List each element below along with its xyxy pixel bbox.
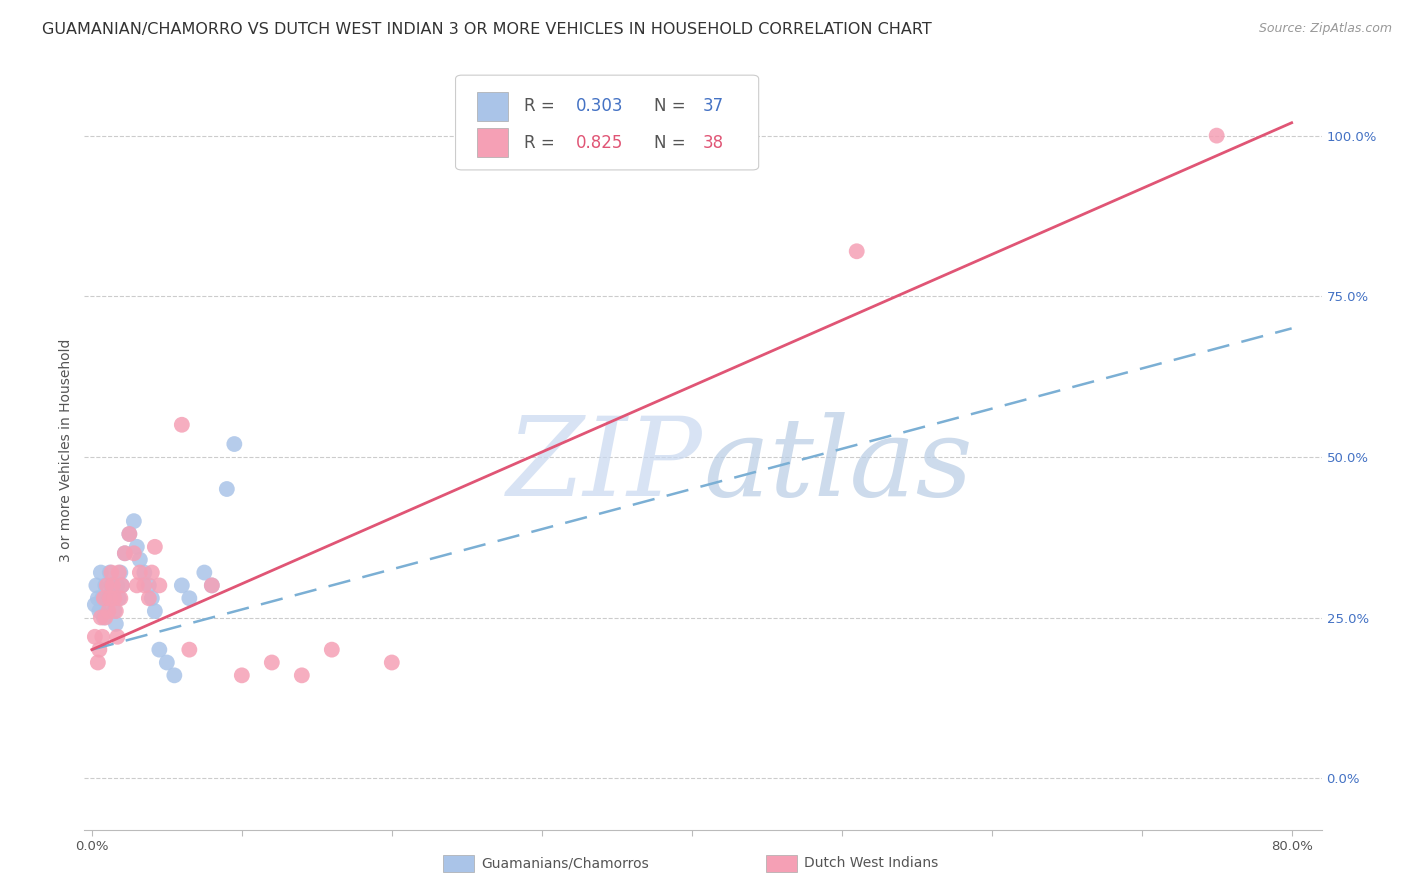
Text: 0.825: 0.825 bbox=[575, 134, 623, 152]
Point bbox=[193, 566, 215, 580]
Point bbox=[260, 656, 283, 670]
Point bbox=[138, 591, 160, 606]
Point bbox=[105, 630, 128, 644]
Point bbox=[89, 642, 111, 657]
Point bbox=[101, 591, 124, 606]
Point bbox=[105, 578, 128, 592]
Point bbox=[97, 591, 120, 606]
Point bbox=[143, 604, 166, 618]
Text: atlas: atlas bbox=[703, 412, 973, 519]
Point bbox=[114, 546, 136, 560]
Point bbox=[103, 604, 125, 618]
Point bbox=[111, 578, 134, 592]
Point bbox=[179, 642, 201, 657]
Point bbox=[143, 540, 166, 554]
Point bbox=[100, 578, 122, 592]
Point bbox=[291, 668, 314, 682]
Point bbox=[110, 566, 132, 580]
Point bbox=[170, 578, 193, 592]
Point bbox=[108, 591, 131, 606]
Point bbox=[101, 578, 124, 592]
Point bbox=[156, 656, 179, 670]
Point bbox=[122, 546, 145, 560]
Point bbox=[148, 642, 170, 657]
Point bbox=[94, 610, 117, 624]
Point bbox=[122, 514, 145, 528]
Point bbox=[141, 591, 163, 606]
Point bbox=[231, 668, 253, 682]
Text: ZIP: ZIP bbox=[508, 412, 703, 519]
Point bbox=[118, 527, 141, 541]
Point bbox=[98, 591, 121, 606]
Point bbox=[321, 642, 343, 657]
Point bbox=[128, 566, 150, 580]
Text: N =: N = bbox=[654, 97, 690, 115]
Point bbox=[91, 591, 114, 606]
Point bbox=[179, 591, 201, 606]
Text: N =: N = bbox=[654, 134, 690, 152]
Point bbox=[91, 630, 114, 644]
Point bbox=[845, 244, 868, 259]
Point bbox=[125, 540, 148, 554]
Point bbox=[98, 566, 121, 580]
FancyBboxPatch shape bbox=[456, 75, 759, 170]
Y-axis label: 3 or more Vehicles in Household: 3 or more Vehicles in Household bbox=[59, 339, 73, 562]
Point bbox=[83, 630, 105, 644]
Point bbox=[201, 578, 224, 592]
Text: 37: 37 bbox=[703, 97, 724, 115]
Point bbox=[86, 578, 108, 592]
Text: Guamanians/Chamorros: Guamanians/Chamorros bbox=[481, 856, 648, 871]
Text: 0.303: 0.303 bbox=[575, 97, 623, 115]
Point bbox=[111, 578, 134, 592]
Point bbox=[104, 616, 127, 631]
Point bbox=[83, 598, 105, 612]
Point bbox=[97, 604, 120, 618]
Point bbox=[224, 437, 246, 451]
Point bbox=[90, 566, 112, 580]
Point bbox=[215, 482, 238, 496]
Text: 38: 38 bbox=[703, 134, 724, 152]
Point bbox=[87, 591, 110, 606]
Point bbox=[134, 566, 156, 580]
Text: R =: R = bbox=[523, 134, 560, 152]
Point bbox=[1205, 128, 1227, 143]
Point bbox=[134, 578, 156, 592]
Text: GUAMANIAN/CHAMORRO VS DUTCH WEST INDIAN 3 OR MORE VEHICLES IN HOUSEHOLD CORRELAT: GUAMANIAN/CHAMORRO VS DUTCH WEST INDIAN … bbox=[42, 22, 932, 37]
Point bbox=[90, 610, 112, 624]
FancyBboxPatch shape bbox=[477, 92, 508, 120]
Point bbox=[94, 578, 117, 592]
Point bbox=[163, 668, 186, 682]
Point bbox=[93, 610, 115, 624]
Point bbox=[381, 656, 404, 670]
Point bbox=[103, 591, 125, 606]
Text: Source: ZipAtlas.com: Source: ZipAtlas.com bbox=[1258, 22, 1392, 36]
Point bbox=[118, 527, 141, 541]
Point bbox=[141, 566, 163, 580]
Text: R =: R = bbox=[523, 97, 560, 115]
Text: Dutch West Indians: Dutch West Indians bbox=[804, 856, 938, 871]
Point bbox=[96, 578, 118, 592]
FancyBboxPatch shape bbox=[477, 128, 508, 157]
Point bbox=[148, 578, 170, 592]
Point bbox=[170, 417, 193, 432]
Point bbox=[104, 604, 127, 618]
Point bbox=[87, 656, 110, 670]
Point bbox=[128, 552, 150, 566]
Point bbox=[201, 578, 224, 592]
Point bbox=[100, 566, 122, 580]
Point bbox=[93, 591, 115, 606]
Point bbox=[108, 566, 131, 580]
Point bbox=[114, 546, 136, 560]
Point bbox=[110, 591, 132, 606]
Point bbox=[138, 578, 160, 592]
Point bbox=[96, 604, 118, 618]
Point bbox=[89, 604, 111, 618]
Point bbox=[125, 578, 148, 592]
